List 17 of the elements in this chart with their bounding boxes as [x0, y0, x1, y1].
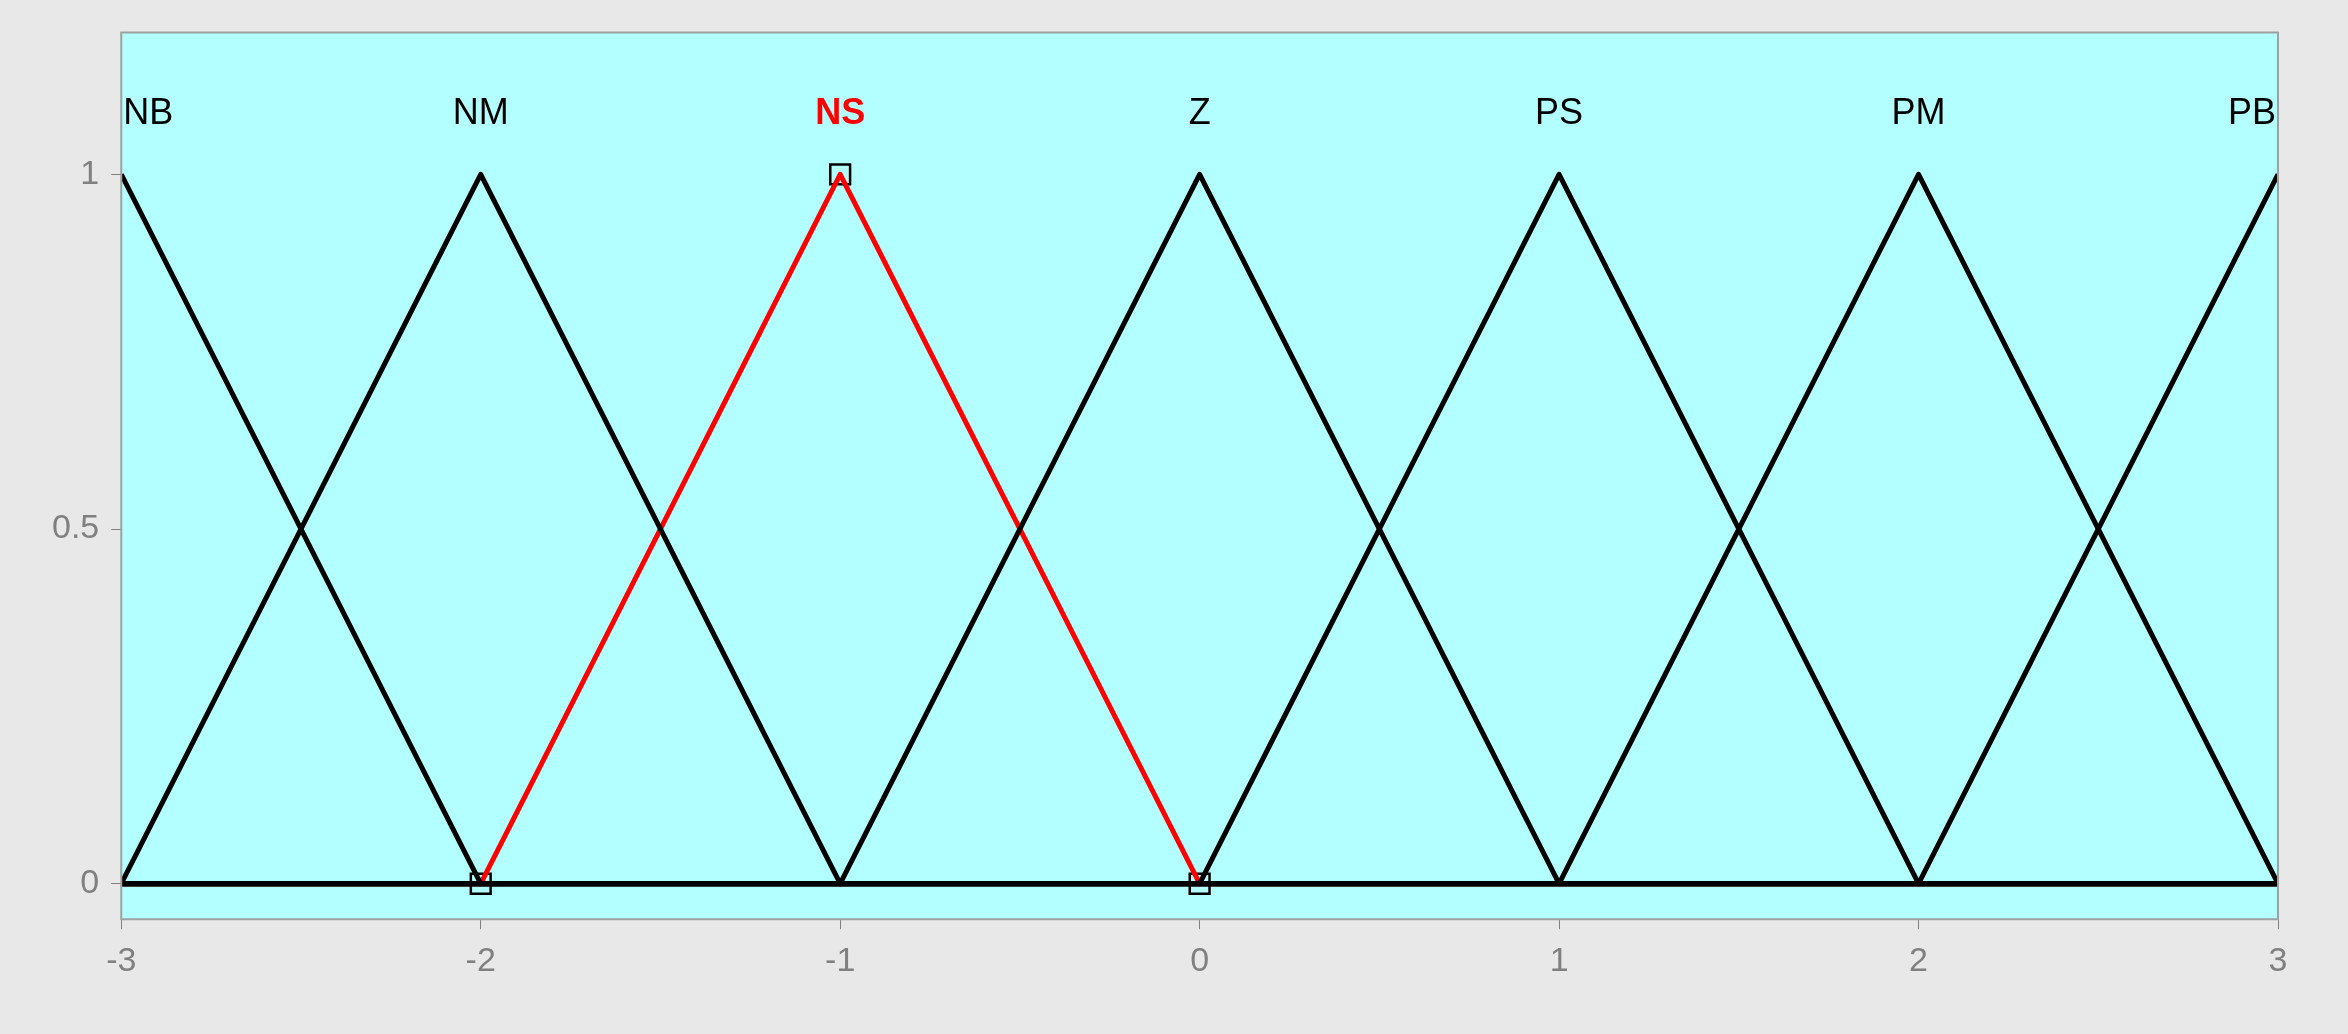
series-label: NS — [815, 91, 866, 133]
y-tick-label: 1 — [80, 152, 100, 191]
x-tick-label: 0 — [1190, 939, 1210, 978]
x-tick-label: -3 — [106, 939, 137, 978]
x-tick-label: -2 — [465, 939, 496, 978]
y-tick-label: 0.5 — [52, 507, 100, 546]
x-tick-label: 1 — [1549, 939, 1569, 978]
series-label: PB — [2227, 91, 2277, 133]
x-tick-label: 3 — [2268, 939, 2288, 978]
series-label: PM — [1891, 91, 1946, 133]
y-tick-label: 0 — [80, 862, 100, 901]
series-label: Z — [1188, 91, 1211, 133]
series-label: NB — [123, 91, 174, 133]
x-tick-label: -1 — [825, 939, 856, 978]
x-tick-label: 2 — [1909, 939, 1929, 978]
series-label: NM — [452, 91, 509, 133]
series-label: PS — [1535, 91, 1584, 133]
